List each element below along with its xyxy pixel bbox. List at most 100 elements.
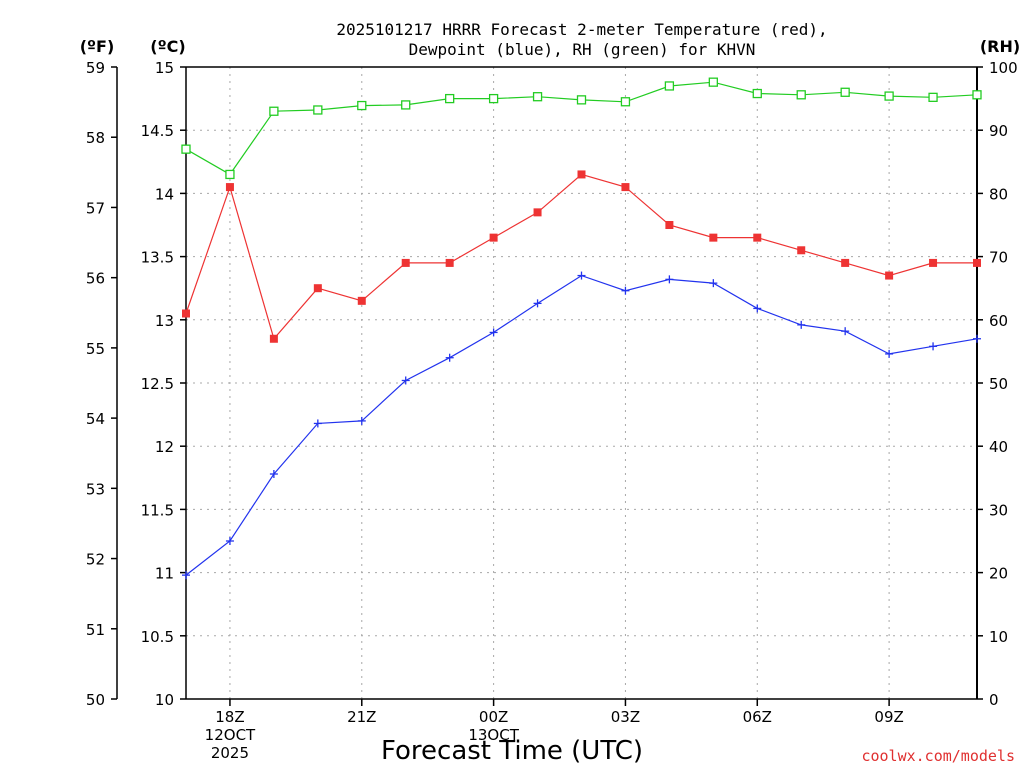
rh-point <box>796 90 806 100</box>
rh-point <box>532 92 543 102</box>
dewpoint-point <box>841 327 850 336</box>
rh-point <box>445 93 455 104</box>
fahrenheit-tick-label: 54 <box>86 410 105 428</box>
dewpoint-point <box>313 419 322 428</box>
x-tick-label: 09Z <box>874 708 903 726</box>
rh-point <box>620 97 631 107</box>
rh-point <box>664 81 675 91</box>
rh-tick-label: 100 <box>989 59 1018 77</box>
rh-point <box>269 106 279 116</box>
x-tick-label: 00Z <box>479 708 508 726</box>
celsius-tick-label: 14.5 <box>141 122 174 140</box>
celsius-tick-label: 13 <box>155 312 174 330</box>
fahrenheit-tick-label: 56 <box>86 270 105 288</box>
dewpoint-point <box>753 304 762 313</box>
rh-point <box>225 169 235 180</box>
temperature-point <box>709 233 718 242</box>
rh-tick-label: 0 <box>989 691 999 709</box>
rh-unit-label: (RH) <box>980 37 1020 56</box>
dewpoint-point <box>797 320 806 329</box>
chart-title-line-1: 2025101217 HRRR Forecast 2-meter Tempera… <box>336 20 827 39</box>
celsius-tick-label: 12.5 <box>141 375 174 393</box>
temperature-point <box>753 233 762 242</box>
chart-axes: 10 10.5 11 11.5 12 12.5 13 13.5 14 14.5 15 50 51 52 53… <box>86 59 1018 762</box>
temperature-point <box>225 183 234 192</box>
source-credit: coolwx.com/models <box>861 747 1015 765</box>
temperature-point <box>401 258 410 267</box>
dewpoint-point <box>533 299 542 308</box>
fahrenheit-tick-label: 55 <box>86 340 105 358</box>
celsius-tick-label: 10.5 <box>141 628 174 646</box>
rh-tick-label: 30 <box>989 501 1008 519</box>
rh-point <box>840 87 850 97</box>
temperature-point <box>489 233 498 242</box>
celsius-tick-label: 14 <box>155 185 174 203</box>
temperature-point <box>182 309 190 318</box>
x-axis-title: Forecast Time (UTC) <box>381 736 643 766</box>
celsius-tick-label: 15 <box>155 59 174 77</box>
temperature-point <box>841 258 850 267</box>
dewpoint-point <box>973 334 981 343</box>
chart-title-line-2: Dewpoint (blue), RH (green) for KHVN <box>409 40 756 59</box>
rh-point <box>708 77 718 87</box>
rh-tick-label: 20 <box>989 565 1008 583</box>
rh-tick-label: 90 <box>989 122 1008 140</box>
x-tick-label: 13OCT <box>468 726 519 744</box>
celsius-tick-label: 13.5 <box>141 249 174 267</box>
temperature-point <box>797 246 806 255</box>
dewpoint-point <box>929 342 938 351</box>
dewpoint-point <box>489 328 498 337</box>
rh-tick-label: 50 <box>989 375 1008 393</box>
x-tick-label: 21Z <box>347 708 376 726</box>
dewpoint-point <box>621 286 630 295</box>
temperature-point <box>357 296 366 305</box>
celsius-unit-label: (ºC) <box>150 37 185 56</box>
temperature-point <box>885 271 894 280</box>
dewpoint-point <box>269 470 278 479</box>
dewpoint-point <box>445 353 454 362</box>
fahrenheit-tick-label: 58 <box>86 129 105 147</box>
fahrenheit-unit-label: (ºF) <box>80 37 115 56</box>
temperature-point <box>533 208 542 217</box>
dewpoint-point <box>225 537 234 545</box>
rh-point <box>181 144 191 154</box>
dewpoint-point <box>709 279 718 288</box>
dewpoint-point <box>665 275 674 284</box>
x-tick-label: 12OCT <box>205 726 256 744</box>
fahrenheit-tick-label: 59 <box>86 59 105 77</box>
rh-point <box>488 93 499 104</box>
rh-tick-label: 40 <box>989 438 1008 456</box>
rh-point <box>884 91 894 101</box>
x-tick-label: 2025 <box>211 744 249 762</box>
x-tick-label: 03Z <box>611 708 640 726</box>
rh-tick-label: 60 <box>989 312 1008 330</box>
temperature-point <box>929 258 938 267</box>
celsius-tick-label: 11 <box>155 565 174 583</box>
rh-point <box>357 100 367 111</box>
celsius-tick-label: 10 <box>155 691 174 709</box>
rh-point <box>401 100 411 110</box>
series-layer <box>181 77 982 580</box>
dewpoint-point <box>182 571 190 580</box>
fahrenheit-tick-label: 51 <box>86 621 105 639</box>
rh-point <box>928 92 938 102</box>
rh-tick-label: 10 <box>989 628 1008 646</box>
temperature-point <box>973 258 981 267</box>
fahrenheit-tick-label: 50 <box>86 691 105 709</box>
dewpoint-line <box>185 274 978 576</box>
rh-point <box>752 88 762 99</box>
temperature-point <box>577 170 586 179</box>
rh-point <box>313 105 323 115</box>
temperature-point <box>269 334 278 343</box>
dewpoint-point <box>885 349 894 358</box>
fahrenheit-tick-label: 53 <box>86 480 105 498</box>
celsius-tick-label: 11.5 <box>141 501 174 519</box>
dewpoint-point <box>401 376 410 385</box>
grid-lines <box>186 66 977 700</box>
rh-tick-label: 80 <box>989 185 1008 203</box>
rh-tick-label: 70 <box>989 249 1008 267</box>
temperature-point <box>621 183 630 192</box>
x-tick-label: 18Z <box>215 708 244 726</box>
rh-point <box>972 90 982 100</box>
dewpoint-point <box>577 271 586 280</box>
